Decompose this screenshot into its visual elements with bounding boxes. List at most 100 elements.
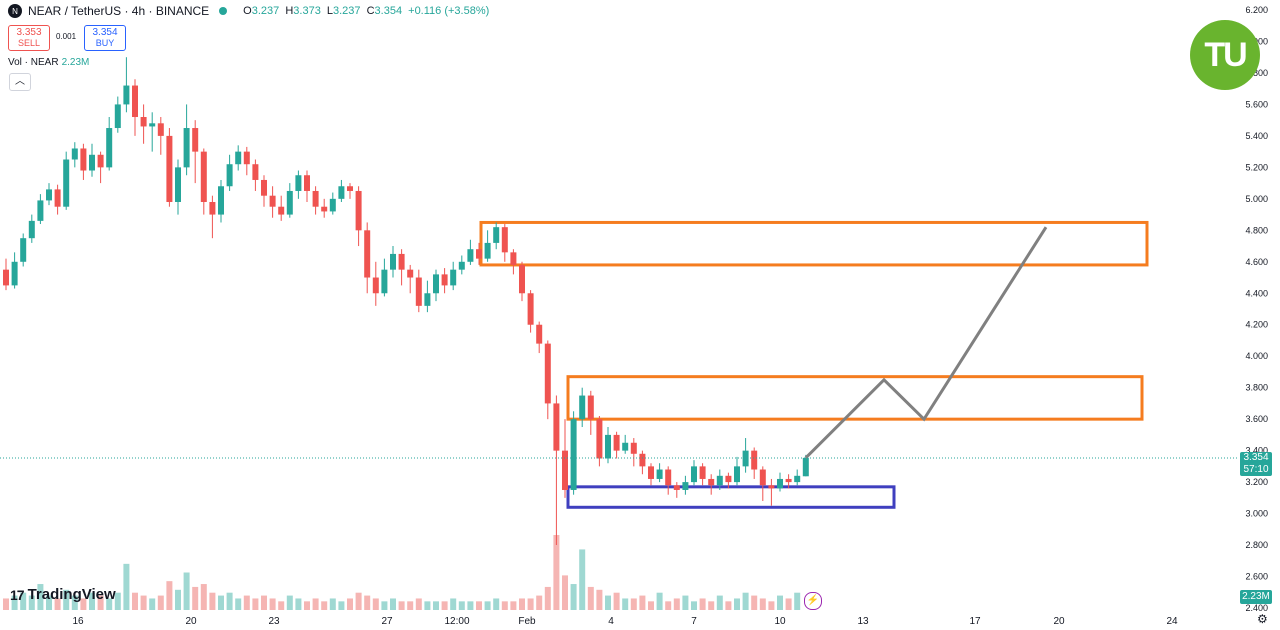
volume-bar bbox=[278, 601, 285, 610]
volume-bar bbox=[656, 592, 663, 610]
candle bbox=[424, 280, 431, 313]
volume-bar bbox=[759, 598, 766, 610]
volume-bar bbox=[321, 601, 328, 610]
volume-bar bbox=[200, 584, 207, 610]
volume-bars bbox=[3, 535, 801, 610]
tradingview-logo[interactable]: 17 TradingView bbox=[10, 586, 116, 603]
x-tick-label: 16 bbox=[72, 616, 84, 627]
candle bbox=[89, 143, 95, 177]
candle bbox=[312, 186, 319, 215]
near-logo-icon: N bbox=[8, 4, 22, 18]
x-tick-label: 27 bbox=[381, 616, 393, 627]
volume-bar bbox=[699, 598, 706, 610]
x-tick-label: 24 bbox=[1166, 616, 1178, 627]
candle bbox=[372, 261, 379, 306]
volume-bar bbox=[587, 586, 594, 610]
candle bbox=[226, 154, 233, 191]
volume-bar bbox=[751, 595, 758, 610]
volume-bar bbox=[570, 584, 577, 610]
last-price-tag: 3.354 57:10 bbox=[1240, 452, 1272, 476]
candle bbox=[570, 411, 577, 495]
candles bbox=[3, 57, 809, 546]
candle bbox=[11, 252, 18, 289]
candle bbox=[777, 472, 783, 492]
y-tick-label: 3.800 bbox=[1245, 383, 1268, 393]
volume-bar bbox=[252, 598, 259, 610]
candle bbox=[338, 179, 345, 202]
candle bbox=[183, 104, 190, 176]
volume-bar bbox=[708, 601, 715, 610]
support-zone[interactable] bbox=[566, 485, 896, 509]
candle bbox=[355, 186, 362, 247]
candle bbox=[656, 463, 663, 483]
y-tick-label: 3.600 bbox=[1245, 414, 1268, 424]
candle bbox=[364, 222, 371, 294]
y-tick-label: 4.200 bbox=[1245, 320, 1268, 330]
volume-bar bbox=[183, 572, 190, 610]
volume-bar bbox=[622, 598, 629, 610]
candle bbox=[682, 475, 689, 495]
projection-line[interactable] bbox=[804, 226, 1048, 459]
gear-icon[interactable]: ⚙ bbox=[1257, 612, 1268, 626]
volume-indicator-label: Vol · NEAR 2.23M bbox=[8, 57, 90, 68]
volume-bar bbox=[347, 598, 353, 610]
symbol-title[interactable]: NEAR / TetherUS · 4h · BINANCE bbox=[28, 4, 210, 18]
resistance-zone[interactable] bbox=[479, 220, 1149, 267]
candle bbox=[665, 466, 672, 495]
candle bbox=[476, 242, 482, 265]
ohlc-readout: O3.237 H3.373 L3.237 C3.354 +0.116 (+3.5… bbox=[243, 5, 490, 17]
tradingview-logo-icon: 17 bbox=[10, 586, 25, 603]
candle bbox=[407, 264, 414, 294]
sell-button[interactable]: 3.353 SELL bbox=[8, 25, 50, 51]
candle bbox=[20, 233, 27, 267]
candle bbox=[80, 143, 87, 180]
y-tick-label: 2.600 bbox=[1245, 572, 1268, 582]
volume-bar bbox=[63, 589, 70, 610]
volume-bar bbox=[785, 598, 792, 610]
candle bbox=[46, 183, 52, 206]
y-tick-label: 4.400 bbox=[1245, 288, 1268, 298]
candle bbox=[579, 387, 586, 428]
lightning-icon[interactable]: ⚡ bbox=[804, 592, 822, 610]
volume-bar bbox=[286, 595, 293, 610]
volume-bar bbox=[510, 601, 517, 610]
volume-bar bbox=[458, 601, 465, 610]
volume-bar bbox=[605, 595, 611, 610]
volume-bar bbox=[157, 595, 164, 610]
candle bbox=[768, 478, 775, 506]
volume-bar bbox=[261, 595, 267, 610]
candle bbox=[751, 447, 758, 479]
y-tick-label: 6.200 bbox=[1245, 5, 1268, 15]
candle bbox=[493, 222, 500, 250]
candle bbox=[321, 198, 328, 218]
candle bbox=[622, 434, 629, 454]
volume-bar bbox=[407, 601, 414, 610]
candle bbox=[802, 454, 809, 477]
volume-bar bbox=[329, 598, 336, 610]
x-tick-label: 4 bbox=[608, 616, 614, 627]
candle bbox=[673, 482, 680, 498]
chevron-up-icon[interactable]: ︿ bbox=[9, 73, 31, 91]
volume-bar bbox=[441, 601, 448, 610]
volume-bar bbox=[665, 601, 672, 610]
resistance-zone[interactable] bbox=[566, 375, 1144, 421]
candle bbox=[347, 183, 353, 199]
x-axis: 16 20 23 27 12:00 Feb 4 7 10 13 17 20 24 bbox=[72, 616, 1178, 627]
candle bbox=[3, 258, 9, 291]
volume-bar bbox=[484, 601, 491, 610]
volume-bar bbox=[54, 598, 61, 610]
x-tick-label: 17 bbox=[969, 616, 981, 627]
y-tick-label: 3.000 bbox=[1245, 509, 1268, 519]
candle bbox=[415, 269, 422, 313]
volume-bar bbox=[433, 601, 439, 610]
x-tick-label: Feb bbox=[518, 616, 536, 627]
candle bbox=[252, 159, 259, 191]
candle bbox=[209, 195, 216, 239]
x-tick-label: 20 bbox=[185, 616, 197, 627]
candle bbox=[235, 145, 242, 171]
candle bbox=[175, 159, 181, 215]
candle bbox=[450, 261, 457, 291]
volume-bar bbox=[630, 598, 637, 610]
buy-button[interactable]: 3.354 BUY bbox=[84, 25, 126, 51]
